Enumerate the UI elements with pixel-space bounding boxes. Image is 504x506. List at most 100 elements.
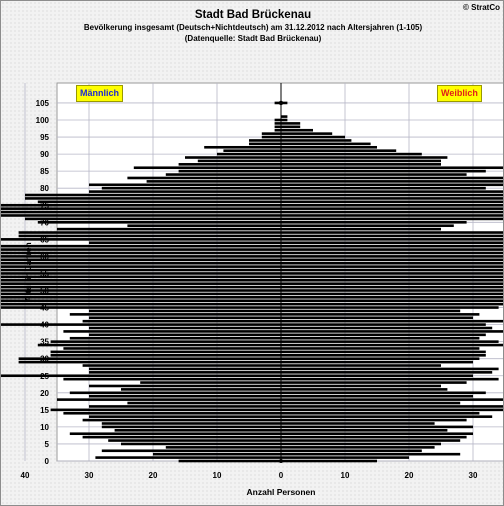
bar-male bbox=[89, 394, 281, 398]
bar-male bbox=[18, 234, 281, 238]
bar-male bbox=[1, 374, 281, 378]
bar-male bbox=[69, 391, 281, 395]
bar-male bbox=[165, 173, 281, 176]
bar-female bbox=[281, 302, 503, 306]
bar-male bbox=[1, 261, 281, 265]
y-tick-label: 5 bbox=[45, 440, 50, 449]
bar-female bbox=[281, 374, 473, 378]
chart-title: Stadt Bad Brückenau bbox=[194, 9, 312, 21]
bar-female bbox=[281, 353, 486, 357]
bar-male bbox=[89, 316, 281, 320]
bar-male bbox=[1, 275, 281, 279]
y-tick-label: 50 bbox=[40, 287, 49, 296]
bar-male bbox=[146, 180, 281, 183]
x-tick-label: 30 bbox=[469, 471, 478, 480]
bar-male bbox=[1, 268, 281, 272]
bar-male bbox=[63, 347, 282, 350]
bar-female bbox=[281, 459, 377, 463]
bar-male bbox=[108, 439, 281, 442]
bar-male bbox=[1, 203, 281, 207]
bar-male bbox=[185, 156, 281, 159]
bar-male bbox=[18, 357, 281, 360]
bar-female bbox=[281, 152, 422, 156]
bar-female bbox=[281, 238, 503, 241]
bar-female bbox=[281, 439, 461, 442]
bar-male bbox=[249, 142, 281, 146]
bar-male bbox=[95, 456, 282, 459]
bar-male bbox=[1, 248, 282, 251]
bar-female bbox=[281, 193, 503, 197]
bar-male bbox=[37, 221, 281, 224]
bar-female bbox=[281, 210, 503, 214]
bar-male bbox=[82, 319, 281, 323]
bar-female bbox=[281, 125, 301, 129]
bar-female bbox=[281, 429, 448, 432]
x-tick-label: 20 bbox=[405, 471, 414, 480]
bar-male bbox=[178, 163, 281, 166]
bar-male bbox=[121, 388, 281, 391]
bar-male bbox=[1, 238, 281, 241]
bar-female bbox=[281, 432, 473, 436]
bar-male bbox=[127, 176, 282, 180]
bar-male bbox=[274, 125, 281, 129]
bar-female bbox=[281, 156, 448, 159]
bar-female bbox=[281, 405, 503, 408]
bar-female bbox=[281, 282, 503, 285]
bar-male bbox=[261, 132, 281, 135]
bar-female bbox=[281, 197, 503, 200]
bar-female bbox=[281, 180, 503, 183]
bar-female bbox=[281, 408, 503, 412]
y-axis-label: Alter in Jahren bbox=[23, 242, 33, 302]
bar-female bbox=[281, 435, 467, 439]
bar-male bbox=[249, 139, 281, 142]
bar-female bbox=[281, 159, 441, 163]
bar-female bbox=[281, 360, 473, 364]
bar-male bbox=[89, 190, 281, 193]
bar-male bbox=[121, 442, 281, 446]
bar-male bbox=[101, 425, 281, 429]
bar-male bbox=[18, 360, 281, 364]
bar-male bbox=[127, 224, 282, 228]
bar-male bbox=[114, 429, 281, 432]
x-axis-label: Anzahl Personen bbox=[247, 487, 316, 497]
bar-male bbox=[89, 333, 281, 337]
bar-male bbox=[101, 422, 281, 425]
bar-male bbox=[1, 210, 282, 214]
bar-male bbox=[178, 459, 281, 463]
bar-female bbox=[281, 234, 503, 238]
bar-female bbox=[281, 268, 503, 272]
bar-female bbox=[281, 289, 503, 292]
bar-female bbox=[281, 446, 435, 449]
bar-female bbox=[281, 343, 503, 347]
bar-male bbox=[1, 306, 282, 309]
bar-female bbox=[281, 203, 503, 207]
bar-male bbox=[69, 432, 281, 436]
bar-male bbox=[261, 135, 281, 139]
bar-male bbox=[1, 292, 281, 296]
bar-male bbox=[133, 166, 281, 170]
bar-male bbox=[127, 401, 282, 405]
bar-female bbox=[281, 381, 467, 384]
top-marker bbox=[278, 100, 284, 106]
bar-male bbox=[1, 323, 281, 326]
bar-female bbox=[281, 456, 409, 459]
x-tick-label: 10 bbox=[341, 471, 350, 480]
bar-female bbox=[281, 347, 480, 350]
y-tick-label: 105 bbox=[36, 99, 50, 108]
bar-female bbox=[281, 422, 435, 425]
bar-male bbox=[165, 446, 281, 449]
chart-subtitle: Bevölkerung insgesamt (Deutsch+Nichtdeut… bbox=[83, 23, 423, 32]
bar-female bbox=[281, 221, 467, 224]
y-tick-label: 20 bbox=[40, 389, 49, 398]
bar-male bbox=[274, 128, 281, 132]
bar-female bbox=[281, 244, 503, 248]
bar-male bbox=[89, 371, 281, 374]
bar-female bbox=[281, 285, 503, 289]
bar-male bbox=[1, 207, 282, 210]
legend-female: Weiblich bbox=[437, 85, 482, 102]
bar-male bbox=[274, 118, 281, 122]
bar-female bbox=[281, 169, 486, 173]
bar-female bbox=[281, 401, 461, 405]
y-tick-label: 95 bbox=[40, 133, 49, 142]
